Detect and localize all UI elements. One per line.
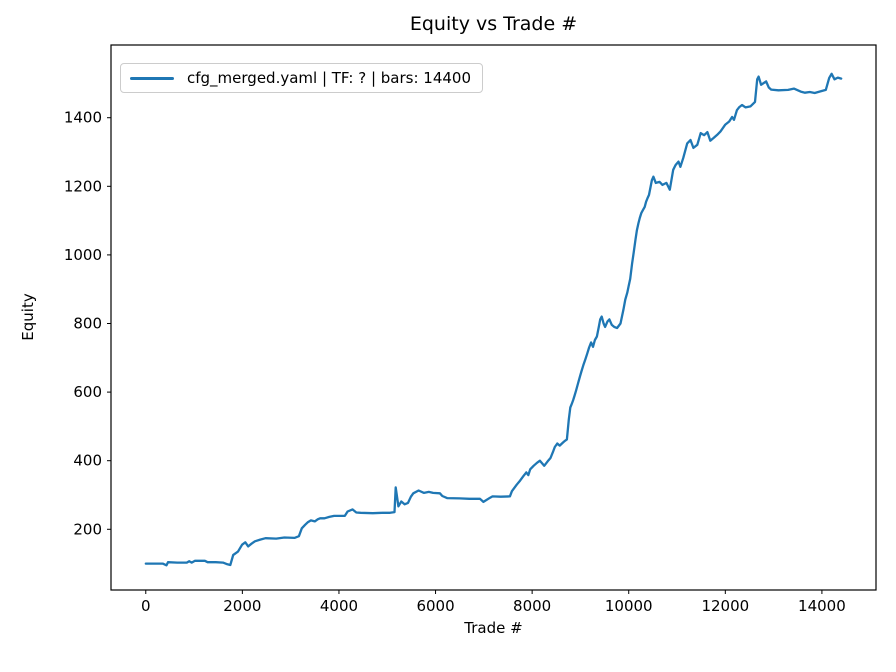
legend: cfg_merged.yaml | TF: ? | bars: 14400	[120, 63, 484, 93]
y-tick-label: 400	[73, 452, 102, 470]
chart-title: Equity vs Trade #	[409, 13, 578, 35]
y-axis-label: Equity	[19, 293, 37, 341]
x-axis-label: Trade #	[464, 619, 523, 637]
x-tick-label: 12000	[701, 597, 749, 615]
equity-line	[144, 72, 843, 567]
x-tick-label: 6000	[416, 597, 454, 615]
x-tick-label: 0	[141, 597, 151, 615]
legend-line-swatch	[130, 76, 174, 80]
y-tick-label: 1200	[64, 177, 102, 195]
x-tick-label: 14000	[798, 597, 846, 615]
y-tick-label: 800	[73, 315, 102, 333]
legend-label: cfg_merged.yaml | TF: ? | bars: 14400	[187, 68, 472, 87]
x-tick-label: 2000	[223, 597, 261, 615]
axes-frame	[110, 44, 877, 591]
y-tick-label: 1000	[64, 246, 102, 264]
x-tick-label: 4000	[320, 597, 358, 615]
y-tick-label: 600	[73, 383, 102, 401]
x-tick-label: 8000	[513, 597, 551, 615]
y-tick-label: 1400	[64, 109, 102, 127]
y-tick-label: 200	[73, 520, 102, 538]
x-tick-label: 10000	[605, 597, 653, 615]
